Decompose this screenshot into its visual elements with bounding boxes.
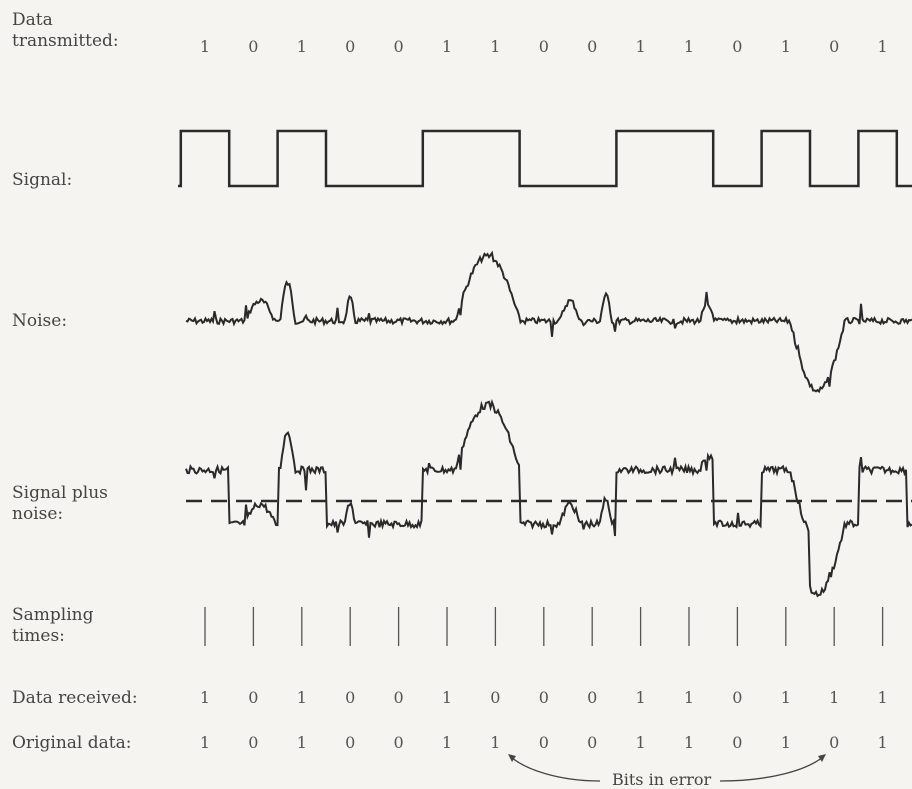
noise-trace <box>185 250 912 394</box>
received-bit: 1 <box>635 688 646 707</box>
transmitted-bit: 1 <box>490 37 501 56</box>
received-bit: 0 <box>248 688 259 707</box>
label-signal: Signal: <box>12 170 73 190</box>
original-bit: 1 <box>780 733 791 752</box>
received-bit: 0 <box>490 688 501 707</box>
error-arrowhead-left <box>508 754 516 762</box>
label-sampling-times: Sampling times: <box>12 605 94 646</box>
original-bit: 0 <box>587 733 598 752</box>
error-arrow-left <box>509 755 601 782</box>
original-bit: 1 <box>441 733 453 752</box>
transmitted-bit: 0 <box>732 37 743 56</box>
original-bit: 0 <box>345 733 356 752</box>
received-bit: 1 <box>296 688 307 707</box>
original-bit: 0 <box>829 733 840 752</box>
original-bit: 1 <box>683 733 695 752</box>
received-bit: 0 <box>393 688 404 707</box>
transmitted-bit: 0 <box>393 37 404 56</box>
label-data-received: Data received: <box>12 688 138 708</box>
label-data-transmitted: Data transmitted: <box>12 10 119 51</box>
original-bit: 0 <box>248 733 259 752</box>
signal-plus-noise-trace <box>185 398 912 598</box>
received-bit: 1 <box>877 688 888 707</box>
received-bit: 1 <box>780 688 791 707</box>
error-arrow-right <box>719 755 825 782</box>
received-bit: 0 <box>732 688 743 707</box>
signal-plus-noise-waveform <box>185 398 912 598</box>
transmitted-bit: 1 <box>635 37 646 56</box>
original-bit: 0 <box>538 733 549 752</box>
original-bit: 0 <box>732 733 743 752</box>
transmitted-bit: 1 <box>877 37 888 56</box>
received-bit: 1 <box>441 688 453 707</box>
label-signal-plus-noise: Signal plus noise: <box>12 483 108 524</box>
signal-trace <box>178 129 912 188</box>
transmitted-bit: 1 <box>199 37 211 56</box>
transmitted-bit: 0 <box>538 37 549 56</box>
transmitted-bit: 1 <box>683 37 695 56</box>
original-bit: 1 <box>199 733 211 752</box>
received-bit: 0 <box>345 688 356 707</box>
transmitted-bit: 1 <box>441 37 453 56</box>
transmitted-bit: 0 <box>345 37 356 56</box>
received-bit: 1 <box>199 688 211 707</box>
label-original-data: Original data: <box>12 733 132 753</box>
transmitted-bit: 1 <box>780 37 791 56</box>
original-bit: 1 <box>490 733 501 752</box>
original-bit: 1 <box>635 733 646 752</box>
error-arrowhead-right <box>818 754 826 762</box>
transmitted-bit: 0 <box>248 37 259 56</box>
original-bit: 0 <box>393 733 404 752</box>
original-bit: 1 <box>296 733 307 752</box>
bits-in-error-label: Bits in error <box>612 770 712 789</box>
received-bit: 1 <box>683 688 695 707</box>
noise-waveform <box>185 250 912 394</box>
original-bit: 1 <box>877 733 888 752</box>
received-bit: 0 <box>538 688 549 707</box>
sampling-ticks <box>204 607 884 646</box>
transmitted-bit: 0 <box>587 37 598 56</box>
transmitted-bit: 1 <box>296 37 307 56</box>
transmitted-bit: 0 <box>829 37 840 56</box>
received-bit: 0 <box>587 688 598 707</box>
label-noise: Noise: <box>12 311 68 331</box>
signal-waveform <box>178 129 912 188</box>
received-bit: 1 <box>829 688 840 707</box>
